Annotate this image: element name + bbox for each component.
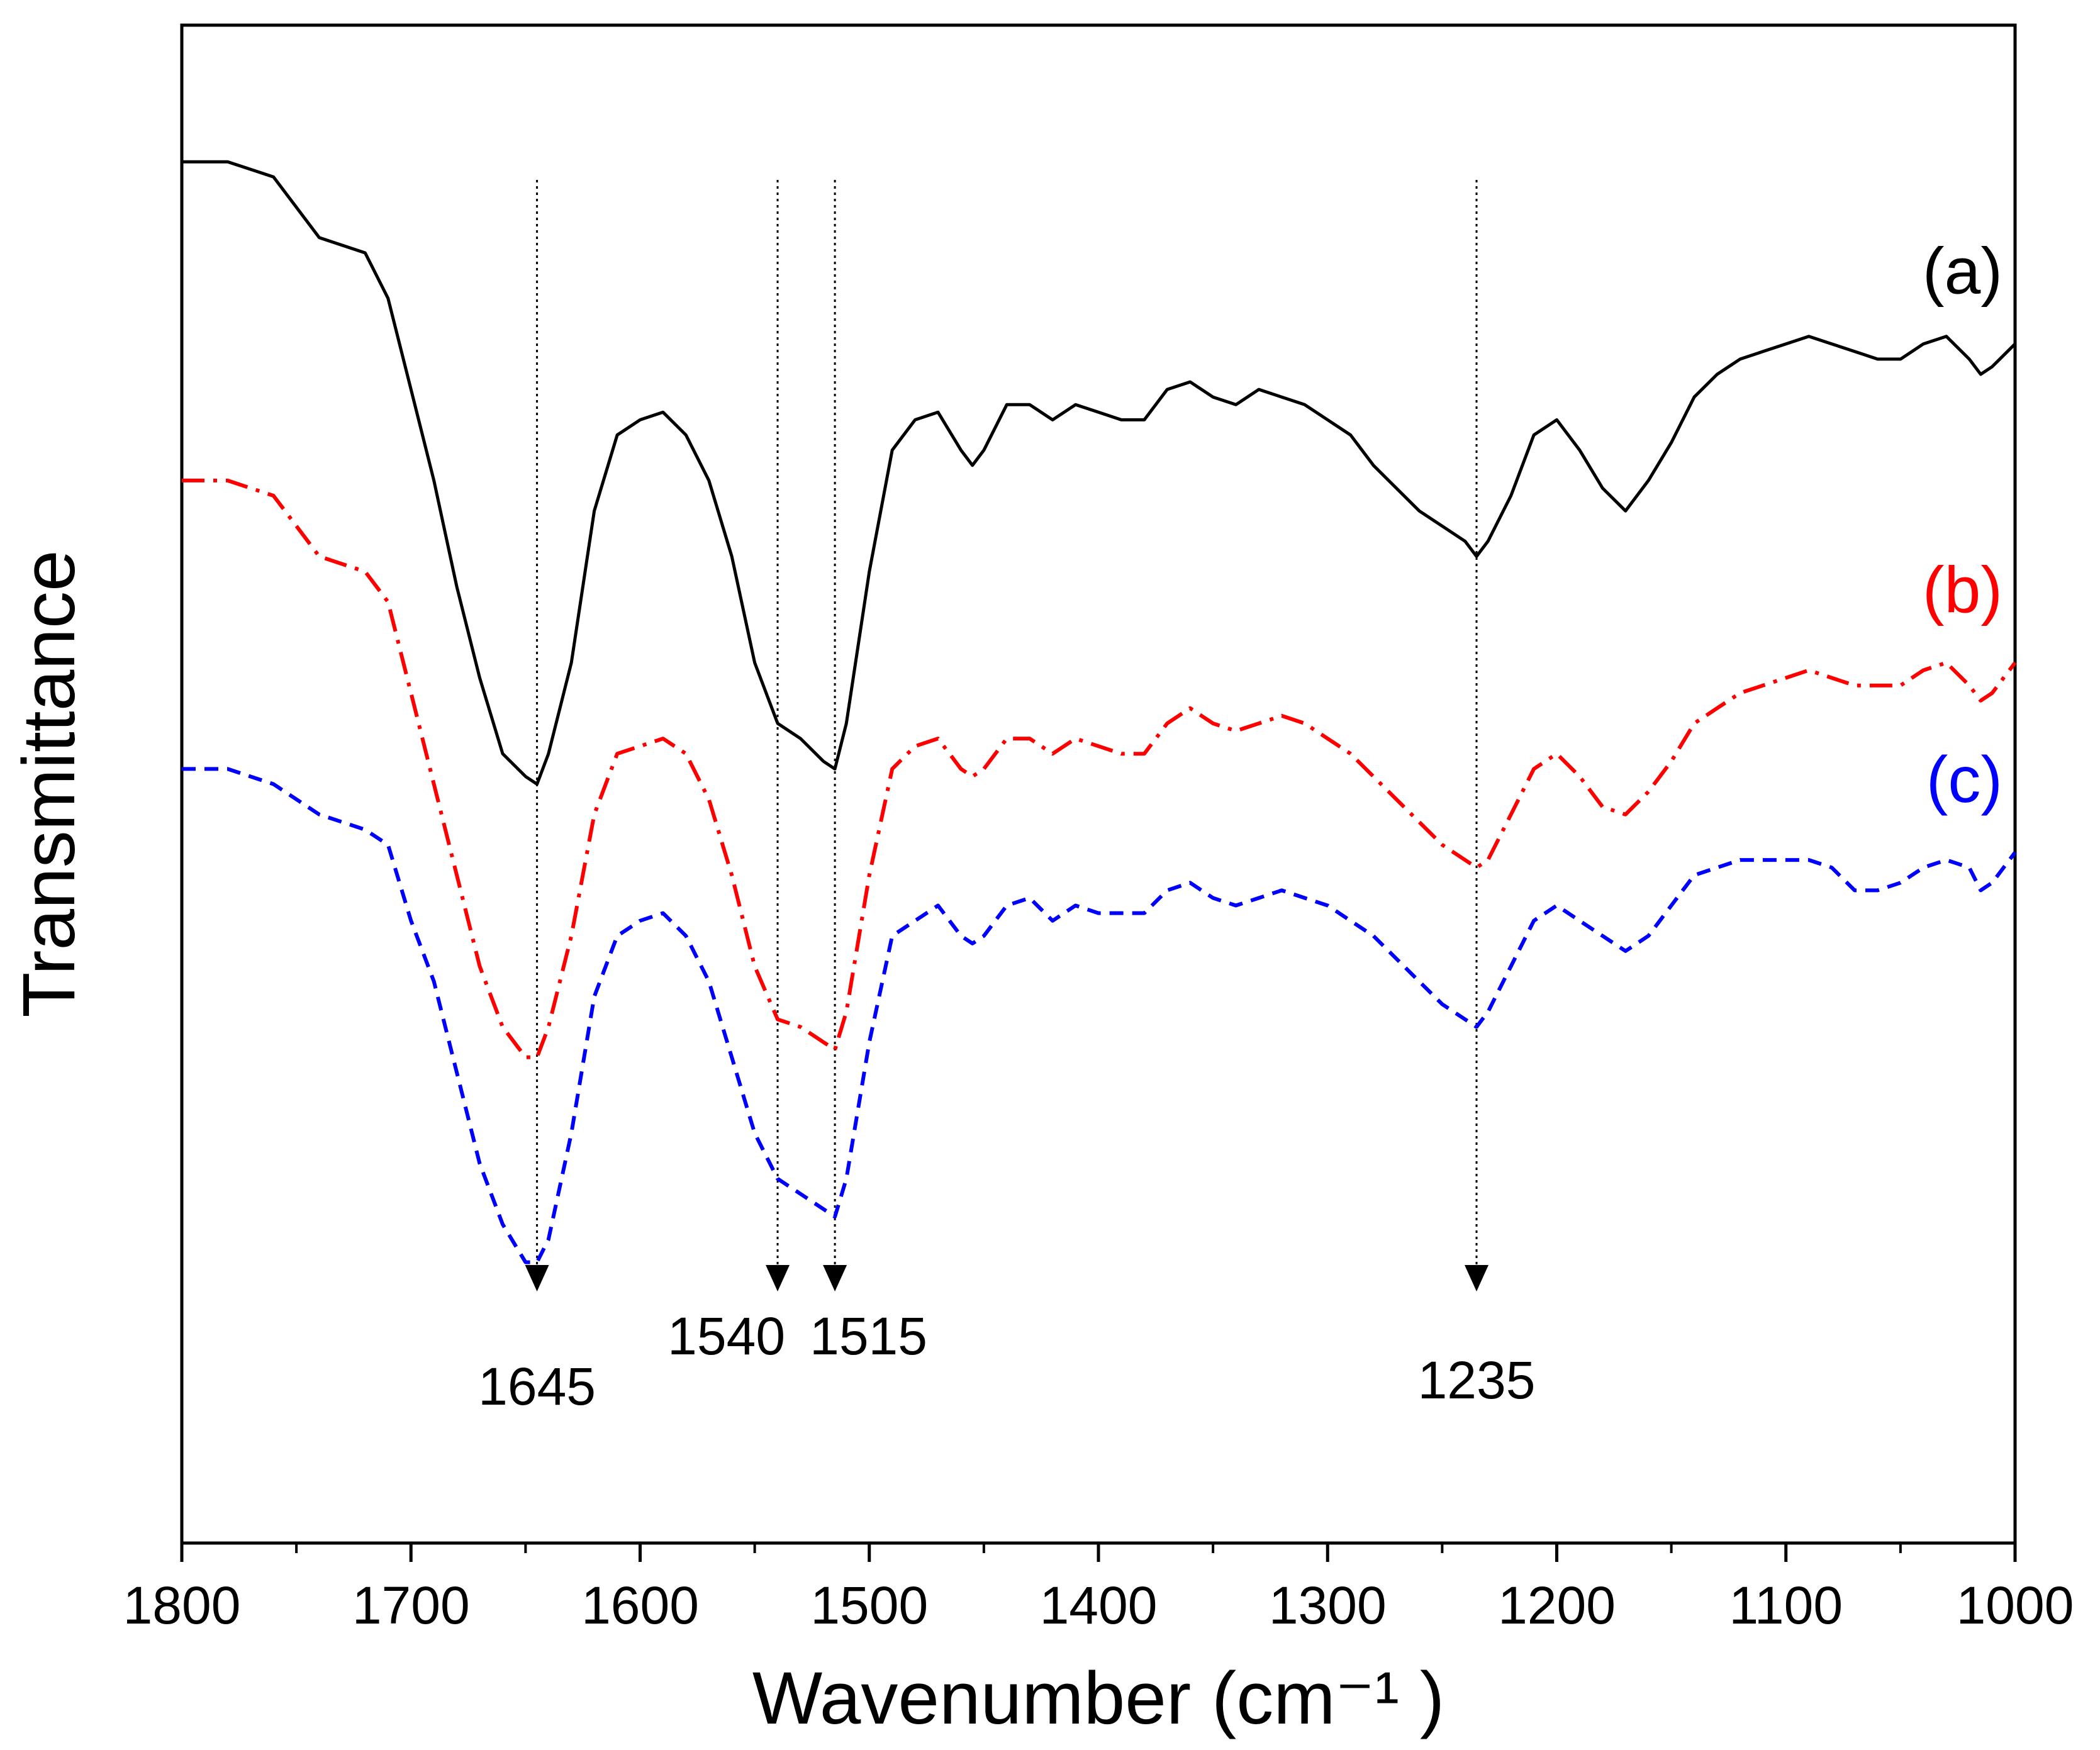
peak-marker-group: 1645 1540 1515 1235 xyxy=(478,180,1535,1416)
series-label-group: (a) (b) (c) xyxy=(1923,235,2002,816)
x-tick-label: 1800 xyxy=(123,1576,241,1635)
x-tick-label: 1000 xyxy=(1957,1576,2074,1635)
peak-label: 1645 xyxy=(478,1357,596,1416)
peak-label: 1540 xyxy=(667,1307,785,1366)
series-label: (b) xyxy=(1923,554,2002,627)
x-tick-label: 1700 xyxy=(352,1576,470,1635)
x-axis-title: Wavenumber (cm⁻¹ ) xyxy=(752,1657,1444,1740)
peak-arrow-icon xyxy=(1465,1265,1489,1291)
series-line xyxy=(182,160,2016,786)
x-tick-label: 1100 xyxy=(1729,1576,1843,1635)
x-tick-label: 1400 xyxy=(1040,1576,1158,1635)
peak-arrow-icon xyxy=(766,1265,790,1291)
peak-arrow-icon xyxy=(823,1265,847,1291)
x-tick-label: 1300 xyxy=(1269,1576,1387,1635)
peak-arrow-icon xyxy=(525,1265,549,1291)
peak-label: 1515 xyxy=(810,1307,927,1366)
peak-label: 1235 xyxy=(1418,1351,1536,1410)
plot-area xyxy=(180,23,2017,1545)
x-axis-ticks: 1800 1700 1600 1500 1400 1300 1200 1100 1000 xyxy=(123,1543,2074,1635)
series-line xyxy=(182,767,2017,1264)
x-tick-label: 1500 xyxy=(810,1576,928,1635)
x-tick-label: 1200 xyxy=(1498,1576,1616,1635)
series-label: (a) xyxy=(1923,235,2002,308)
series-line xyxy=(182,478,2017,1059)
y-axis-title: Transmittance xyxy=(8,550,91,1017)
x-tick-label: 1600 xyxy=(581,1576,699,1635)
series-label: (c) xyxy=(1926,744,2002,816)
series-group xyxy=(182,160,2017,1264)
